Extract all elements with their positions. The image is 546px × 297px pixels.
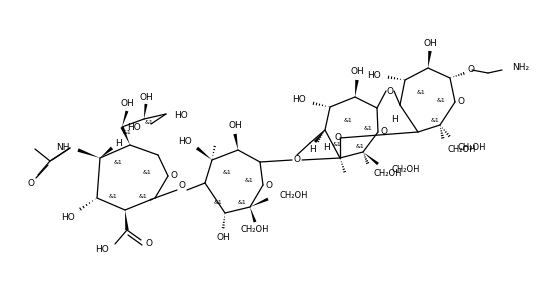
Text: CH₂OH: CH₂OH [458, 143, 486, 151]
Text: O: O [145, 239, 152, 249]
Text: O: O [335, 133, 341, 143]
Text: HO: HO [178, 137, 192, 146]
Text: OH: OH [423, 39, 437, 48]
Text: O: O [179, 181, 186, 189]
Text: &1: &1 [417, 91, 425, 96]
Text: &1: &1 [364, 126, 372, 130]
Text: HO: HO [174, 111, 188, 121]
Text: &1: &1 [355, 145, 364, 149]
Text: NH: NH [56, 143, 70, 152]
Polygon shape [428, 51, 432, 68]
Text: &1: &1 [139, 195, 147, 200]
Polygon shape [363, 152, 379, 165]
Text: &1: &1 [223, 170, 232, 175]
Text: H: H [391, 116, 399, 124]
Text: &1: &1 [245, 178, 253, 182]
Polygon shape [121, 126, 130, 145]
Text: &1: &1 [333, 143, 341, 148]
Text: O: O [387, 86, 394, 96]
Text: CH₂OH: CH₂OH [280, 190, 308, 200]
Text: H: H [324, 143, 330, 152]
Text: &1: &1 [238, 200, 246, 205]
Polygon shape [250, 198, 269, 207]
Text: CH₂OH: CH₂OH [241, 225, 269, 235]
Text: O: O [265, 181, 272, 189]
Polygon shape [355, 80, 359, 97]
Text: O: O [381, 127, 388, 137]
Text: OH: OH [216, 233, 230, 241]
Text: O: O [468, 66, 475, 75]
Text: HO: HO [95, 246, 109, 255]
Text: H: H [115, 140, 121, 148]
Text: &1: &1 [343, 118, 352, 122]
Text: OH: OH [139, 92, 153, 102]
Polygon shape [250, 207, 257, 222]
Text: HO: HO [61, 214, 75, 222]
Text: O: O [28, 178, 35, 187]
Polygon shape [233, 134, 238, 150]
Text: H: H [310, 146, 316, 154]
Text: &1: &1 [431, 118, 440, 122]
Text: OH: OH [228, 121, 242, 130]
Text: CH₂OH: CH₂OH [373, 170, 401, 178]
Polygon shape [78, 148, 100, 158]
Text: &1: &1 [437, 97, 446, 102]
Text: &1: &1 [145, 119, 153, 124]
Text: HO: HO [292, 96, 306, 105]
Polygon shape [100, 147, 113, 158]
Text: &1: &1 [123, 129, 132, 135]
Text: CH₂OH: CH₂OH [391, 165, 419, 175]
Text: &1: &1 [143, 170, 151, 175]
Polygon shape [196, 147, 212, 160]
Text: OH: OH [120, 99, 134, 108]
Polygon shape [122, 110, 128, 127]
Text: O: O [458, 97, 465, 107]
Polygon shape [314, 130, 325, 143]
Polygon shape [144, 104, 147, 119]
Text: NH₂: NH₂ [512, 64, 529, 72]
Text: HO: HO [127, 124, 141, 132]
Text: &1: &1 [213, 200, 222, 205]
Text: O: O [294, 156, 300, 165]
Text: HO: HO [367, 70, 381, 80]
Polygon shape [125, 210, 129, 230]
Text: O: O [170, 171, 177, 181]
Text: &1: &1 [114, 160, 122, 165]
Text: OH: OH [350, 67, 364, 77]
Text: &1: &1 [109, 194, 117, 198]
Text: CH₂OH: CH₂OH [448, 145, 477, 154]
